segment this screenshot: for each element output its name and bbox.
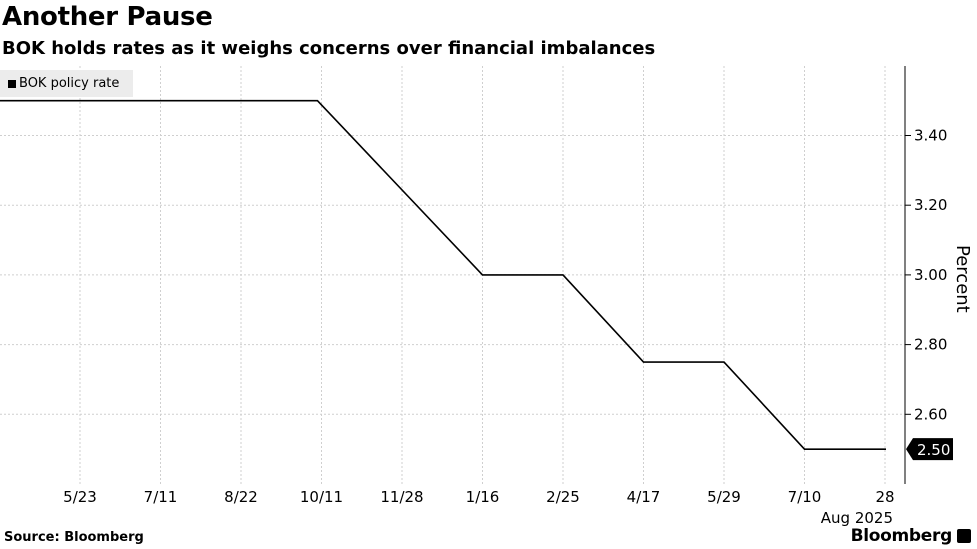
last-value-badge xyxy=(906,438,953,461)
source-note: Source: Bloomberg xyxy=(4,530,144,545)
chart-title: Another Pause xyxy=(2,2,213,32)
y-tick-label: 3.40 xyxy=(914,127,947,145)
x-tick-label: 7/10 xyxy=(788,488,822,506)
x-tick-label: 28 xyxy=(875,488,894,506)
y-tick-label: 2.60 xyxy=(914,405,947,423)
x-tick-label: 10/11 xyxy=(300,488,343,506)
y-axis-title-text: Percent xyxy=(952,245,973,313)
chart-subtitle: BOK holds rates as it weighs concerns ov… xyxy=(2,38,656,59)
x-tick-label: 8/22 xyxy=(224,488,258,506)
legend-swatch xyxy=(8,79,16,88)
x-tick-label: 1/16 xyxy=(466,488,500,506)
x-tick-label: 2/25 xyxy=(546,488,580,506)
last-value-label: 2.50 xyxy=(917,441,950,459)
y-axis-title: Percent xyxy=(945,245,975,315)
bloomberg-terminal-icon xyxy=(957,529,971,543)
x-tick-label: 7/11 xyxy=(144,488,178,506)
brand-text: Bloomberg xyxy=(850,526,953,546)
y-tick-label: 3.00 xyxy=(914,266,947,284)
x-tick-label: 11/28 xyxy=(380,488,423,506)
x-tick-label: 5/23 xyxy=(63,488,97,506)
brand-logo: Bloomberg xyxy=(851,526,971,546)
y-tick-label: 2.80 xyxy=(914,336,947,354)
series-line-bok-policy-rate xyxy=(0,99,886,450)
x-tick-label: 5/29 xyxy=(707,488,741,506)
legend: BOK policy rate xyxy=(0,70,133,97)
x-tick-label: 4/17 xyxy=(627,488,661,506)
legend-label: BOK policy rate xyxy=(19,76,120,91)
x-axis-year-label: Aug 2025 xyxy=(821,509,893,527)
y-tick-label: 3.20 xyxy=(914,196,947,214)
